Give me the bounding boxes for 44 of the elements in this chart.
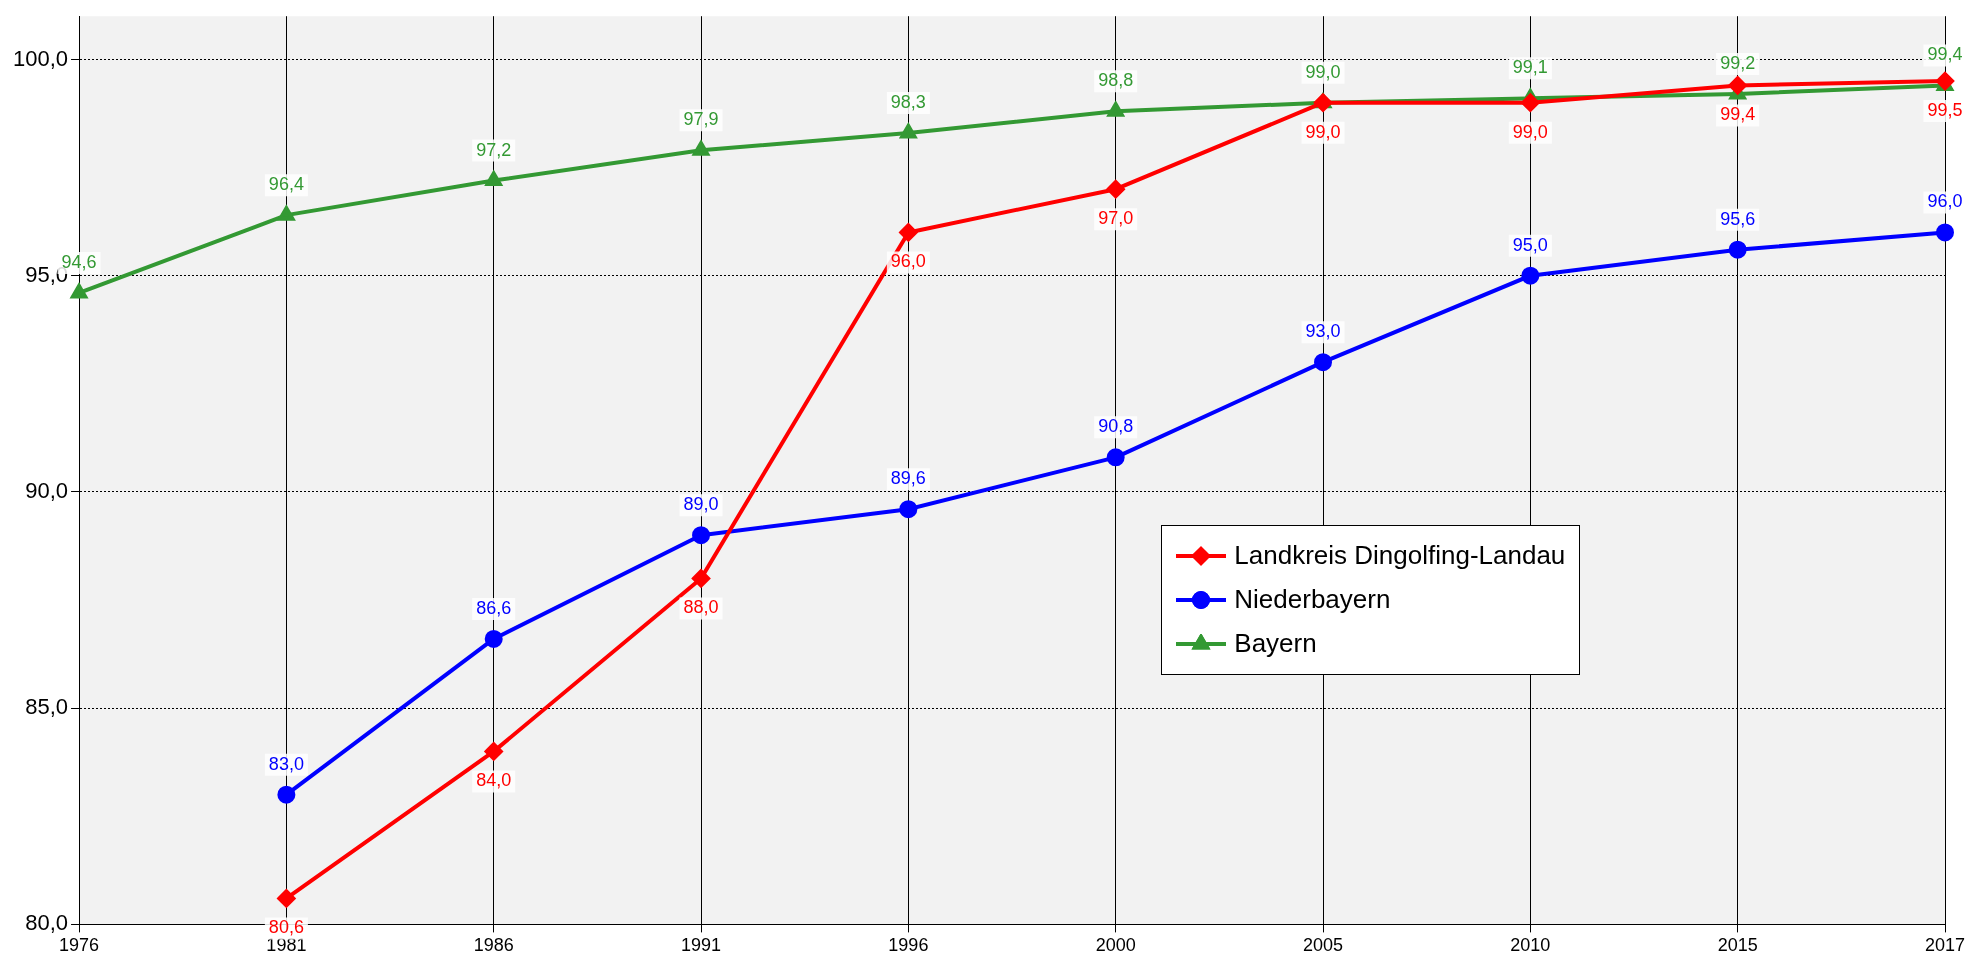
data-label: 80,6: [268, 917, 304, 938]
x-tick-label: 1976: [59, 935, 100, 956]
data-label: 95,0: [1512, 234, 1548, 255]
data-label: 96,4: [268, 174, 304, 195]
data-label: 99,0: [1305, 121, 1341, 142]
x-tick-label: 1986: [473, 935, 514, 956]
data-label: 99,0: [1512, 121, 1548, 142]
x-tick-label: 2000: [1095, 935, 1136, 956]
data-label: 89,6: [890, 468, 926, 489]
x-tick-label: 2015: [1717, 935, 1758, 956]
x-tick-label: 2005: [1302, 935, 1344, 956]
data-label: 84,0: [476, 770, 512, 791]
data-label: 99,4: [1927, 44, 1963, 65]
y-tick-label: 90,0: [25, 477, 69, 503]
data-label: 89,0: [683, 494, 719, 515]
data-label: 99,4: [1720, 104, 1756, 125]
x-tick-label: 1991: [681, 935, 722, 956]
data-label: 99,1: [1512, 57, 1548, 78]
data-label: 95,6: [1720, 208, 1756, 229]
legend-label: Bayern: [1234, 628, 1317, 660]
x-tick-label: 1996: [888, 935, 929, 956]
y-tick-label: 85,0: [25, 694, 69, 720]
data-label: 97,0: [1098, 208, 1134, 229]
x-tick-label: 2017: [1924, 935, 1966, 956]
data-label: 93,0: [1305, 321, 1341, 342]
data-label: 99,0: [1305, 61, 1341, 82]
data-label: 97,2: [476, 139, 512, 160]
data-label: 96,0: [890, 251, 926, 272]
legend-label: Landkreis Dingolfing-Landau: [1234, 540, 1566, 572]
data-label: 99,2: [1720, 53, 1756, 74]
data-label: 88,0: [683, 597, 719, 618]
data-label: 99,5: [1927, 100, 1963, 121]
y-tick-label: 100,0: [12, 45, 69, 71]
data-label: 96,0: [1927, 191, 1963, 212]
y-tick-label: 80,0: [25, 910, 69, 936]
legend-label: Niederbayern: [1234, 584, 1391, 616]
data-label: 98,8: [1098, 70, 1134, 91]
data-label: 97,9: [683, 109, 719, 130]
data-label: 83,0: [268, 753, 304, 774]
data-label: 90,8: [1098, 416, 1134, 437]
data-label: 86,6: [476, 597, 512, 618]
data-label: 98,3: [890, 91, 926, 112]
x-tick-label: 1981: [266, 935, 307, 956]
x-tick-label: 2010: [1510, 935, 1551, 956]
